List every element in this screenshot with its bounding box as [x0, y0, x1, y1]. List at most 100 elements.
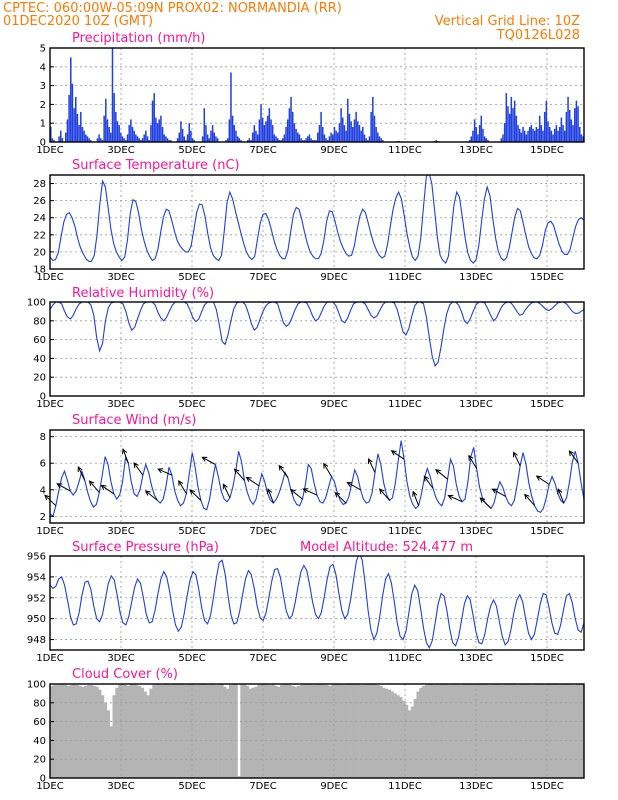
precipitation-bar — [308, 134, 311, 142]
x-tick-label: 7DEC — [249, 399, 276, 410]
precipitation-bar — [286, 119, 289, 142]
wind-arrow — [568, 450, 579, 464]
wind-arrow-head — [267, 488, 273, 495]
cloud-cover-bar — [197, 684, 201, 778]
precipitation-bar — [58, 136, 60, 142]
precipitation-bar — [505, 93, 508, 142]
cloud-cover-bar — [484, 684, 488, 778]
precipitation-bar — [118, 125, 120, 142]
cloud-cover-bar — [237, 776, 241, 778]
precipitation-bar — [560, 117, 563, 142]
precipitation-bar — [53, 140, 55, 142]
cloud-cover-bar — [388, 689, 392, 778]
cloud-cover-bar — [132, 684, 136, 778]
x-tick-label: 13DEC — [459, 653, 493, 664]
cloud-cover-bar — [308, 684, 312, 778]
y-tick-label: 0 — [40, 392, 46, 403]
x-tick-label: 15DEC — [530, 653, 564, 664]
precipitation-bar — [318, 125, 321, 142]
cloud-cover-bar — [410, 706, 414, 778]
cloud-cover-bar — [200, 684, 204, 778]
precipitation-bar — [180, 121, 182, 142]
precipitation-bar — [106, 119, 109, 142]
cloud-cover-bar — [342, 684, 346, 778]
precipitation-bar — [530, 125, 533, 142]
wind-arrow-head — [367, 458, 373, 465]
wind-arrow-head — [77, 465, 83, 473]
x-tick-label: 11DEC — [388, 653, 422, 664]
surface-wind-title: Surface Wind (m/s) — [72, 413, 196, 428]
wind-arrow-head — [157, 468, 164, 474]
precipitation-bar — [548, 126, 551, 142]
cloud-cover-bar — [194, 684, 198, 778]
wind-arrow — [557, 488, 565, 504]
precipitation-bar — [373, 115, 376, 142]
cloud-cover-bar — [490, 684, 494, 778]
cloud-cover-bar — [226, 688, 230, 778]
precipitation-bar — [108, 126, 110, 142]
precipitation-bar — [208, 138, 211, 142]
cloud-cover-bar — [566, 684, 571, 778]
x-tick-label: 11DEC — [388, 145, 422, 156]
precipitation-bar — [275, 136, 277, 142]
cloud-cover-title: Cloud Cover (%) — [72, 667, 178, 682]
precipitation-bar — [332, 134, 334, 142]
precipitation-bar — [116, 121, 119, 142]
wind-arrow-head — [557, 488, 563, 495]
precipitation-bar — [317, 132, 319, 142]
wind-arrow-head — [334, 491, 341, 498]
precipitation-bar — [353, 119, 356, 142]
wind-arrow — [133, 462, 144, 476]
x-tick-label: 7DEC — [249, 781, 276, 792]
precipitation-bar — [235, 130, 237, 142]
precipitation-bar — [582, 136, 584, 142]
x-tick-label: 1DEC — [36, 653, 63, 664]
y-tick-label: 6 — [40, 459, 46, 470]
cloud-cover-bar — [558, 684, 562, 778]
precipitation-bar — [552, 134, 554, 142]
precipitation-bar — [300, 138, 302, 142]
cloud-cover-bar — [348, 684, 352, 778]
wind-arrow-head — [447, 494, 454, 500]
precipitation-bar — [281, 138, 284, 142]
cloud-cover-bar — [211, 684, 216, 778]
cloud-cover-bar — [166, 684, 170, 778]
x-tick-label: 5DEC — [178, 653, 205, 664]
cloud-cover-bar — [157, 684, 162, 778]
precipitation-bar — [265, 121, 267, 142]
x-tick-label: 3DEC — [107, 781, 134, 792]
precipitation-bar — [181, 128, 184, 142]
cloud-cover-bar — [317, 684, 321, 778]
precipitation-bar — [377, 132, 379, 142]
precipitation-bar — [512, 108, 514, 142]
precipitation-bar — [338, 123, 341, 142]
precipitation-bar — [126, 134, 129, 142]
cloud-cover-bar — [149, 688, 153, 778]
precipitation-bar — [507, 106, 509, 142]
precipitation-bar — [228, 119, 231, 142]
cloud-cover-bar — [98, 689, 102, 778]
header-datetime: 01DEC2020 10Z (GMT) — [3, 14, 153, 29]
precipitation-bar — [370, 111, 372, 142]
y-tick-label: 8 — [40, 432, 46, 443]
cloud-cover-bar — [192, 684, 196, 778]
cloud-cover-bar — [512, 684, 517, 778]
cloud-cover-bar — [379, 685, 383, 778]
precipitation-bar — [240, 140, 242, 142]
cloud-cover-bar — [265, 684, 270, 778]
precipitation-bar — [138, 138, 140, 142]
precipitation-bar — [183, 136, 185, 142]
cloud-cover-bar — [92, 685, 96, 778]
y-tick-label: 20 — [33, 755, 46, 766]
cloud-cover-bar — [55, 684, 59, 778]
precipitation-bar — [161, 126, 164, 142]
y-tick-label: 26 — [33, 196, 46, 207]
x-tick-label: 15DEC — [530, 272, 564, 283]
precipitation-bar — [468, 140, 471, 142]
precipitation-bar — [322, 126, 324, 142]
x-tick-label: 7DEC — [249, 272, 276, 283]
cloud-cover-bar — [325, 684, 329, 778]
cloud-cover-bar — [413, 699, 417, 778]
cloud-cover-bar — [109, 726, 113, 778]
precipitation-bar — [333, 126, 336, 142]
